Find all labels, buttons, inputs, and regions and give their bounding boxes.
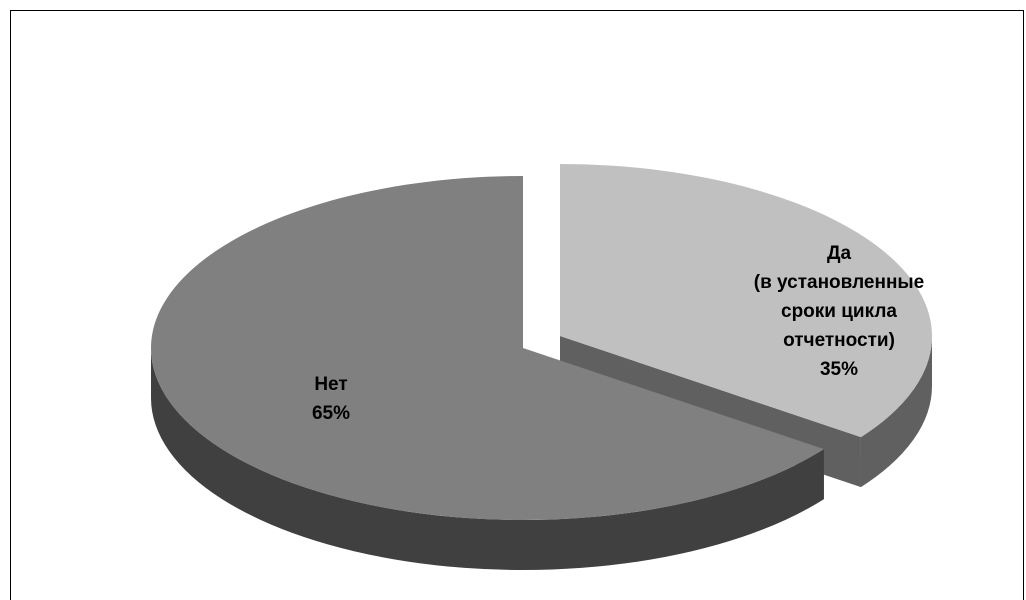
slice-label-yes-line-2: (в установленные xyxy=(753,272,925,293)
slice-label-no-line-1: Нет xyxy=(314,374,348,395)
slice-label-yes-line-3: сроки цикла xyxy=(781,301,897,322)
slice-label-no-percent: 65% xyxy=(311,403,351,424)
slice-label-yes-percent: 35% xyxy=(819,359,859,380)
slice-top-no xyxy=(150,176,824,520)
slice-side-yes xyxy=(860,336,932,488)
slice-label-yes-line-1: Да xyxy=(826,243,852,264)
slice-top-yes xyxy=(560,164,932,438)
slice-label-yes-line-4: отчетности) xyxy=(783,330,895,351)
chart-frame: Да (в установленные сроки цикла отчетнос… xyxy=(10,10,1024,600)
slice-label-yes: Да (в установленные сроки цикла отчетнос… xyxy=(729,239,949,384)
slice-side-no xyxy=(151,348,824,571)
pie-chart xyxy=(150,164,932,571)
slice-label-no: Нет 65% xyxy=(281,370,381,428)
pie-tops xyxy=(150,164,932,520)
